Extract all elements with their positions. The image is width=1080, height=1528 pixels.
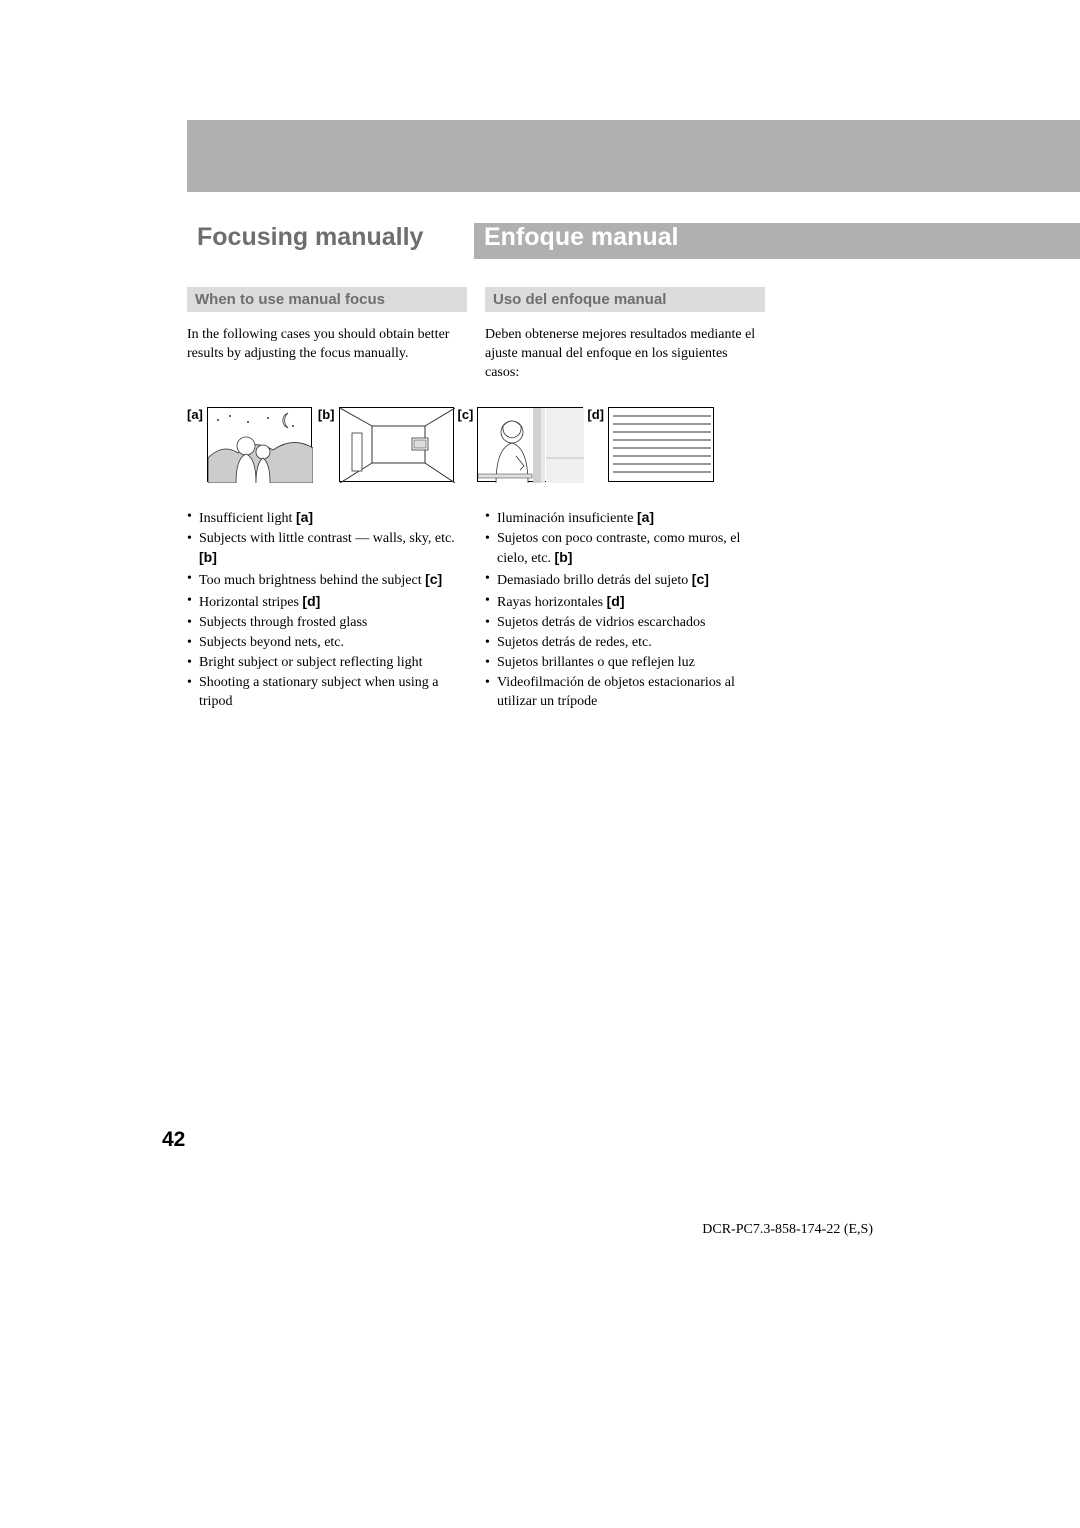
bullets-spanish: Iluminación insuficiente [a]Sujetos con …	[485, 508, 765, 713]
illustration-d	[608, 407, 714, 482]
bullet-item: Too much brightness behind the subject […	[187, 570, 467, 591]
illustration-b	[339, 407, 454, 482]
top-gray-band	[187, 120, 1080, 192]
bullet-item: Sujetos detrás de vidrios escarchados	[485, 614, 765, 633]
label-a: [a]	[187, 407, 203, 422]
bullets-english: Insufficient light [a]Subjects with litt…	[187, 508, 467, 713]
bullet-item: Rayas horizontales [d]	[485, 592, 765, 613]
bullet-item: Sujetos brillantes o que reflejen luz	[485, 654, 765, 673]
bullet-item: Videofilmación de objetos estacionarios …	[485, 674, 765, 712]
bullet-item: Subjects with little contrast — walls, s…	[187, 530, 467, 570]
bullet-item: Shooting a stationary subject when using…	[187, 674, 467, 712]
bullets-row: Insufficient light [a]Subjects with litt…	[187, 508, 767, 713]
illustration-row: [a] [b] [	[187, 407, 767, 482]
title-english: Focusing manually	[197, 223, 423, 252]
subhead-english: When to use manual focus	[187, 287, 467, 312]
intro-english: In the following cases you should obtain…	[187, 326, 467, 383]
subhead-spanish: Uso del enfoque manual	[485, 287, 765, 312]
bullet-item: Subjects beyond nets, etc.	[187, 634, 467, 653]
title-row: Focusing manually Enfoque manual	[187, 223, 767, 263]
label-d: [d]	[587, 407, 604, 422]
bullet-item: Demasiado brillo detrás del sujeto [c]	[485, 570, 765, 591]
page-number: 42	[162, 1128, 185, 1152]
label-c: [c]	[458, 407, 474, 422]
illustration-a	[207, 407, 312, 482]
intro-spanish: Deben obtenerse mejores resultados media…	[485, 326, 765, 383]
page-content: Focusing manually Enfoque manual When to…	[187, 223, 767, 713]
bullet-item: Sujetos detrás de redes, etc.	[485, 634, 765, 653]
footer-code: DCR-PC7.3-858-174-22 (E,S)	[702, 1222, 873, 1238]
bullet-item: Bright subject or subject reflecting lig…	[187, 654, 467, 673]
intro-row: In the following cases you should obtain…	[187, 326, 767, 383]
bullet-item: Horizontal stripes [d]	[187, 592, 467, 613]
bullet-item: Subjects through frosted glass	[187, 614, 467, 633]
title-spanish: Enfoque manual	[484, 223, 678, 252]
bullet-item: Sujetos con poco contraste, como muros, …	[485, 530, 765, 570]
illustration-c	[477, 407, 583, 482]
subheading-row: When to use manual focus Uso del enfoque…	[187, 287, 767, 312]
bullet-item: Insufficient light [a]	[187, 508, 467, 529]
label-b: [b]	[318, 407, 335, 422]
bullet-item: Iluminación insuficiente [a]	[485, 508, 765, 529]
